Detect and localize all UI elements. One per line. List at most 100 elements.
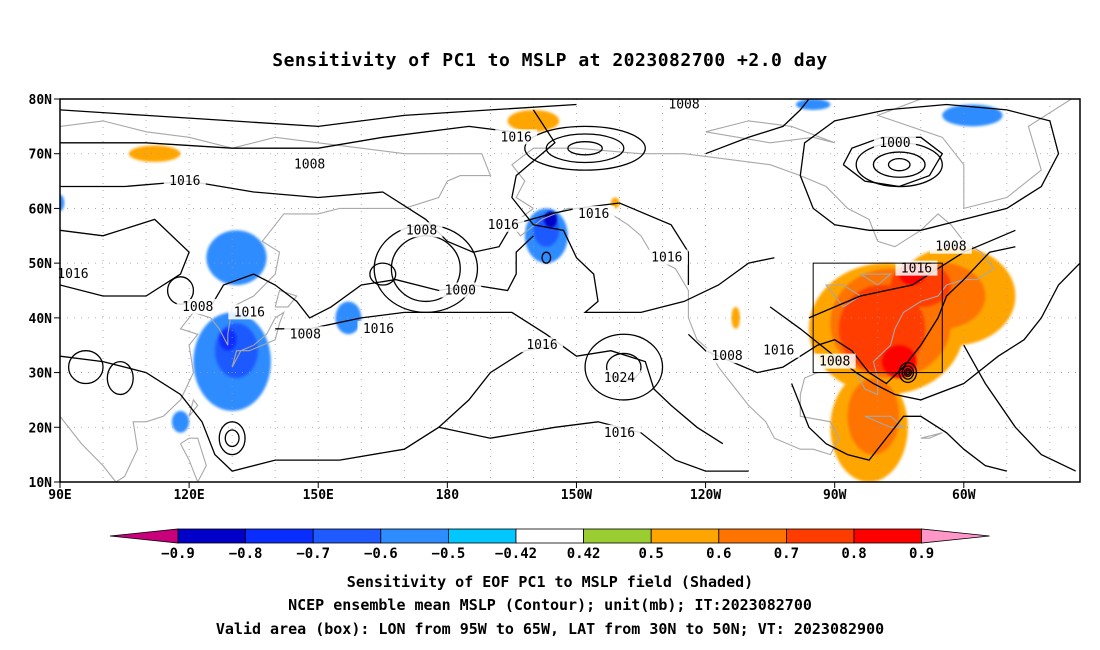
- contour-label: 1016: [57, 267, 88, 282]
- map-axes: 90E 120E 150E 180 150W 120W 90W 60W 80N 70N 60N 50N…: [29, 93, 976, 503]
- contour-label: 1016: [501, 130, 532, 145]
- caption-shaded: Sensitivity of EOF PC1 to MSLP field (Sh…: [346, 573, 754, 591]
- contour-label: 1008: [819, 355, 850, 370]
- mslp-isobar: [60, 344, 556, 472]
- colorbar-label: −0.5: [432, 546, 466, 562]
- colorbar-label: 0.9: [909, 546, 934, 562]
- contour-label: 1008: [294, 158, 325, 173]
- coastlines: [60, 99, 1073, 482]
- colorbar-box: [177, 528, 246, 544]
- coastline: [180, 437, 207, 482]
- contour-label-bg: [521, 337, 564, 353]
- mslp-isobar-closed: [584, 333, 664, 401]
- coastline: [511, 147, 995, 456]
- sensitivity-blob: [795, 99, 831, 110]
- colorbar-box: [380, 528, 449, 544]
- contour-label-bg: [400, 222, 443, 238]
- coastline: [60, 120, 492, 482]
- lon-label: 120E: [173, 488, 204, 503]
- map-frame: [59, 98, 1081, 483]
- coastline: [860, 273, 893, 286]
- caption-contour: NCEP ensemble mean MSLP (Contour); unit(…: [288, 596, 812, 614]
- colorbar-label: −0.9: [161, 546, 195, 562]
- contour-label-bg: [895, 260, 938, 276]
- contour-label-bg: [598, 370, 641, 386]
- lon-label: 120W: [690, 488, 721, 503]
- mslp-isobar-closed: [369, 262, 397, 286]
- contour-label: 1008: [182, 300, 213, 315]
- sensitivity-blob: [335, 301, 362, 335]
- mslp-isobar: [799, 103, 1060, 231]
- colorbar-label: −0.42: [495, 546, 537, 562]
- mslp-isobar-closed: [872, 151, 926, 178]
- colorbar-box: [786, 528, 855, 544]
- colorbar-label: 0.5: [639, 546, 664, 562]
- sensitivity-blob: [731, 306, 741, 329]
- contour-label-bg: [51, 266, 94, 282]
- lat-label: 50N: [29, 257, 53, 272]
- contour-label: 1024: [604, 371, 635, 386]
- lat-label: 10N: [29, 476, 53, 491]
- contour-label-bg: [284, 326, 327, 342]
- mslp-isobar: [60, 218, 190, 297]
- mslp-isobar-closed: [567, 141, 603, 156]
- colorbar-label: 0.42: [567, 546, 601, 562]
- lat-label: 30N: [29, 367, 53, 382]
- colorbar-label: 0.6: [706, 546, 731, 562]
- contour-label: 1016: [526, 338, 557, 353]
- contour-label: 1000: [445, 284, 476, 299]
- colorbar-box: [245, 528, 314, 544]
- contour-label: 1016: [488, 218, 519, 233]
- coastline: [824, 284, 862, 308]
- coastline: [876, 99, 1073, 209]
- mslp-isobar: [210, 235, 534, 319]
- contour-label-bg: [495, 129, 538, 145]
- contour-label-bg: [706, 348, 749, 364]
- contour-label: 1016: [604, 426, 635, 441]
- contour-label-bg: [929, 238, 972, 254]
- lon-label: 90E: [48, 488, 71, 503]
- mslp-isobar-closed: [67, 350, 104, 385]
- lon-label: 150E: [303, 488, 334, 503]
- colorbar-label: −0.8: [229, 546, 263, 562]
- contour-label: 1008: [711, 349, 742, 364]
- mslp-isobar-closed: [545, 133, 625, 164]
- colorbar-box: [515, 528, 584, 544]
- mslp-isobar-closed: [218, 421, 246, 456]
- contour-label-bg: [163, 173, 206, 189]
- mslp-isobar: [438, 421, 749, 472]
- contour-label: 1008: [935, 240, 966, 255]
- contour-label-bg: [482, 216, 525, 232]
- contour-label-bg: [813, 353, 856, 369]
- lon-label: 180: [436, 488, 460, 503]
- contour-label: 1008: [290, 327, 321, 342]
- lat-label: 60N: [29, 202, 53, 217]
- sensitivity-blob: [942, 104, 1003, 127]
- mslp-isobar-closed: [106, 360, 134, 396]
- contour-label: 1016: [363, 322, 394, 337]
- mslp-isobar: [511, 109, 775, 314]
- caption-valid-area: Valid area (box): LON from 95W to 65W, L…: [215, 620, 885, 638]
- mslp-isobar-closed: [541, 251, 552, 264]
- lon-label: 150W: [561, 488, 592, 503]
- mslp-isobar: [705, 99, 810, 155]
- contour-label: 1016: [651, 251, 682, 266]
- colorbar-box: [312, 528, 382, 544]
- colorbar-label: 0.8: [841, 546, 866, 562]
- mslp-isobar: [790, 383, 1007, 472]
- contour-label-bg: [663, 96, 706, 112]
- mslp-isobar-closed: [224, 429, 240, 448]
- mslp-isobar: [687, 246, 1016, 385]
- colorbar-box: [718, 528, 787, 544]
- colorbar-box: [853, 528, 922, 544]
- mslp-isobar: [60, 125, 512, 149]
- contour-label-bg: [228, 304, 271, 320]
- sensitivity-blob: [206, 230, 267, 286]
- contour-label-bg: [357, 320, 400, 336]
- coastline: [864, 415, 905, 428]
- mslp-isobar: [963, 344, 1076, 472]
- lat-label: 40N: [29, 312, 53, 327]
- colorbar-label: −0.6: [364, 546, 398, 562]
- contour-label-bg: [572, 205, 615, 221]
